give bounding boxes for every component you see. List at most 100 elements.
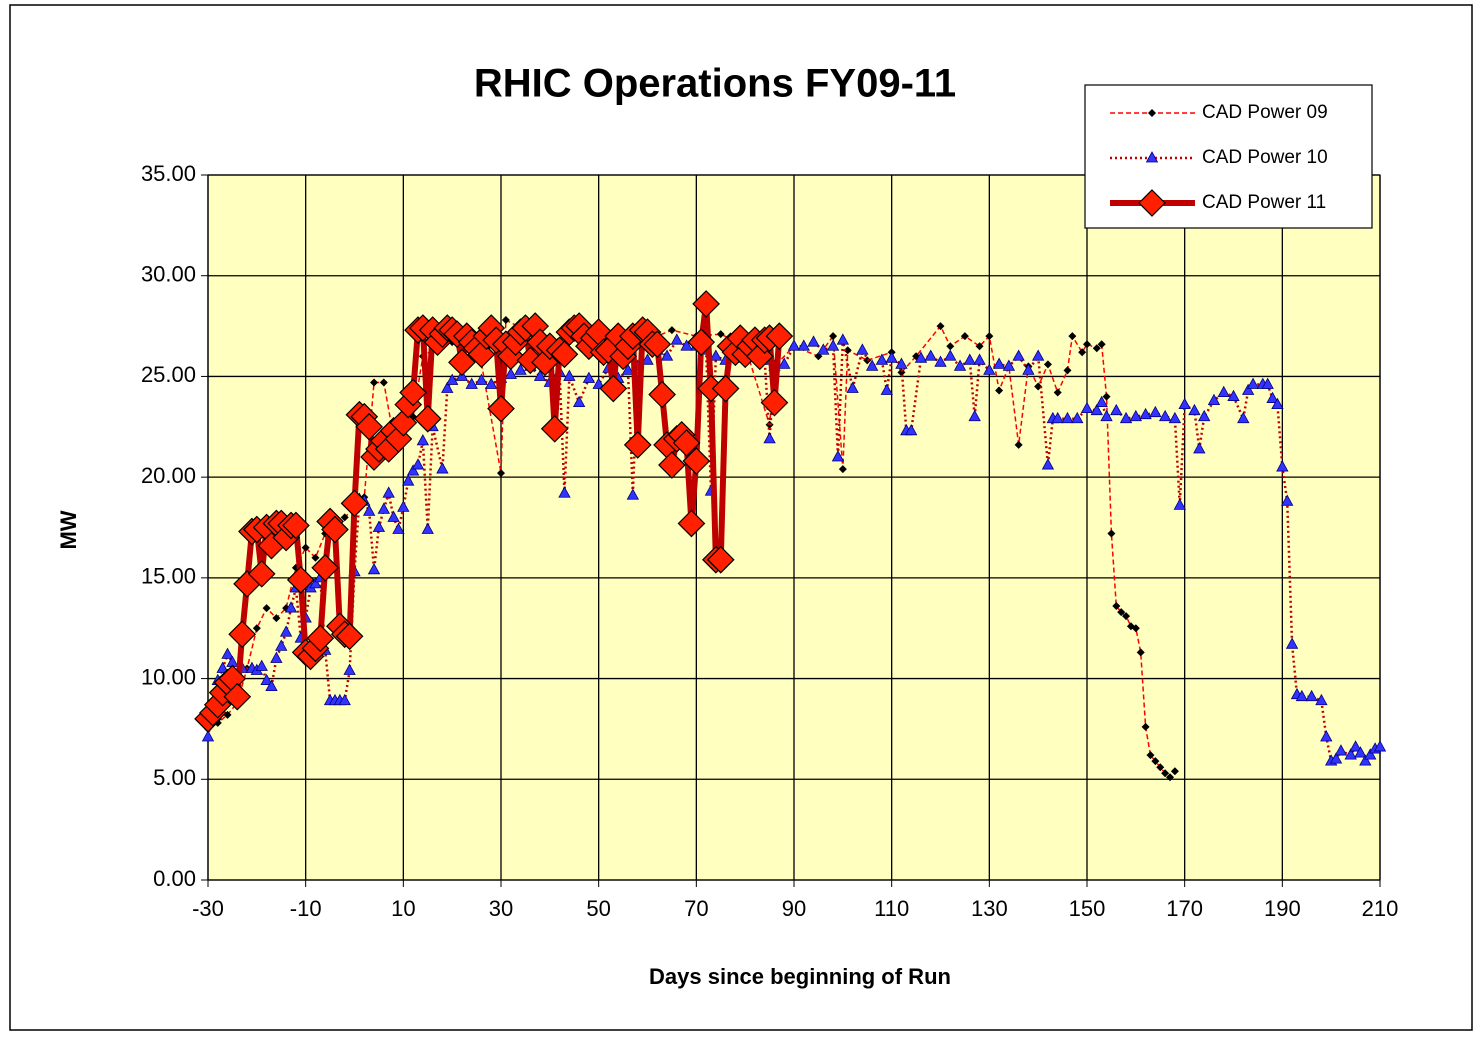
point bbox=[975, 342, 984, 351]
point bbox=[1295, 689, 1309, 702]
point bbox=[340, 489, 369, 518]
point bbox=[1051, 411, 1064, 424]
point bbox=[973, 353, 986, 365]
point bbox=[255, 659, 268, 671]
point bbox=[306, 624, 335, 653]
point bbox=[445, 373, 459, 385]
point bbox=[252, 624, 261, 633]
point bbox=[1141, 722, 1150, 731]
point bbox=[826, 339, 840, 351]
point bbox=[1053, 388, 1062, 397]
point bbox=[1090, 403, 1103, 416]
point bbox=[667, 326, 676, 335]
point bbox=[670, 333, 683, 345]
point bbox=[475, 373, 488, 385]
point bbox=[716, 330, 725, 339]
x-tick-label: 50 bbox=[586, 896, 610, 921]
point bbox=[1227, 389, 1240, 401]
point bbox=[953, 359, 967, 371]
point bbox=[1241, 383, 1255, 395]
point bbox=[247, 559, 276, 588]
point bbox=[467, 340, 496, 369]
legend-label: CAD Power 11 bbox=[1202, 192, 1326, 213]
point bbox=[367, 562, 381, 575]
point bbox=[201, 730, 215, 742]
point bbox=[1151, 757, 1160, 766]
point bbox=[838, 465, 847, 474]
point bbox=[660, 349, 674, 361]
point bbox=[335, 622, 364, 651]
point bbox=[807, 335, 820, 347]
point bbox=[934, 355, 947, 367]
point bbox=[797, 339, 810, 351]
point bbox=[1129, 409, 1143, 422]
point bbox=[1271, 397, 1284, 410]
x-tick-label: 110 bbox=[874, 896, 909, 921]
point bbox=[1043, 360, 1052, 369]
point bbox=[221, 647, 234, 659]
point bbox=[1161, 769, 1170, 778]
point bbox=[362, 504, 376, 516]
point bbox=[228, 620, 257, 649]
point bbox=[384, 425, 413, 453]
chart-title: RHIC Operations FY09-11 bbox=[474, 62, 956, 106]
point bbox=[340, 513, 349, 522]
point bbox=[436, 462, 449, 474]
point bbox=[829, 332, 838, 341]
point bbox=[599, 374, 628, 403]
point bbox=[279, 625, 293, 637]
point bbox=[765, 322, 794, 350]
point bbox=[301, 543, 310, 552]
point bbox=[936, 322, 945, 331]
x-tick-label: 130 bbox=[971, 896, 1008, 921]
point bbox=[1276, 460, 1289, 472]
point bbox=[413, 404, 442, 433]
point bbox=[1063, 366, 1072, 375]
point bbox=[465, 377, 478, 389]
legend-label: CAD Power 09 bbox=[1202, 102, 1328, 123]
point bbox=[1344, 748, 1357, 760]
point bbox=[1071, 411, 1084, 424]
point bbox=[216, 661, 229, 673]
point bbox=[897, 368, 906, 377]
point bbox=[641, 353, 654, 365]
point bbox=[1100, 409, 1113, 422]
point bbox=[504, 367, 517, 379]
point bbox=[533, 369, 547, 381]
point bbox=[946, 342, 955, 351]
point bbox=[985, 332, 994, 341]
point bbox=[1041, 458, 1055, 470]
point bbox=[1146, 751, 1155, 760]
point bbox=[1281, 494, 1294, 506]
point bbox=[992, 357, 1006, 369]
point bbox=[621, 363, 635, 375]
point bbox=[1136, 648, 1145, 657]
point bbox=[397, 500, 410, 512]
point bbox=[270, 651, 283, 663]
point bbox=[831, 450, 845, 462]
x-tick-label: 190 bbox=[1264, 896, 1301, 921]
point bbox=[1170, 767, 1179, 776]
point bbox=[1095, 395, 1108, 408]
point bbox=[1097, 340, 1106, 349]
point bbox=[1002, 359, 1016, 371]
point bbox=[1364, 748, 1377, 760]
point bbox=[763, 432, 776, 444]
point bbox=[282, 511, 310, 540]
point bbox=[497, 469, 505, 478]
point bbox=[1156, 763, 1165, 772]
x-tick-label: 150 bbox=[1069, 896, 1106, 921]
legend-marker bbox=[1138, 189, 1166, 217]
point bbox=[392, 522, 405, 534]
point bbox=[1168, 411, 1182, 424]
point bbox=[1237, 411, 1250, 424]
point bbox=[643, 330, 672, 359]
x-tick-label: -10 bbox=[290, 896, 322, 921]
point bbox=[1178, 397, 1191, 410]
legend-marker bbox=[1145, 151, 1159, 163]
point bbox=[582, 371, 596, 383]
point bbox=[284, 601, 298, 613]
point bbox=[1261, 377, 1274, 389]
point bbox=[1246, 377, 1260, 389]
point bbox=[875, 353, 889, 365]
